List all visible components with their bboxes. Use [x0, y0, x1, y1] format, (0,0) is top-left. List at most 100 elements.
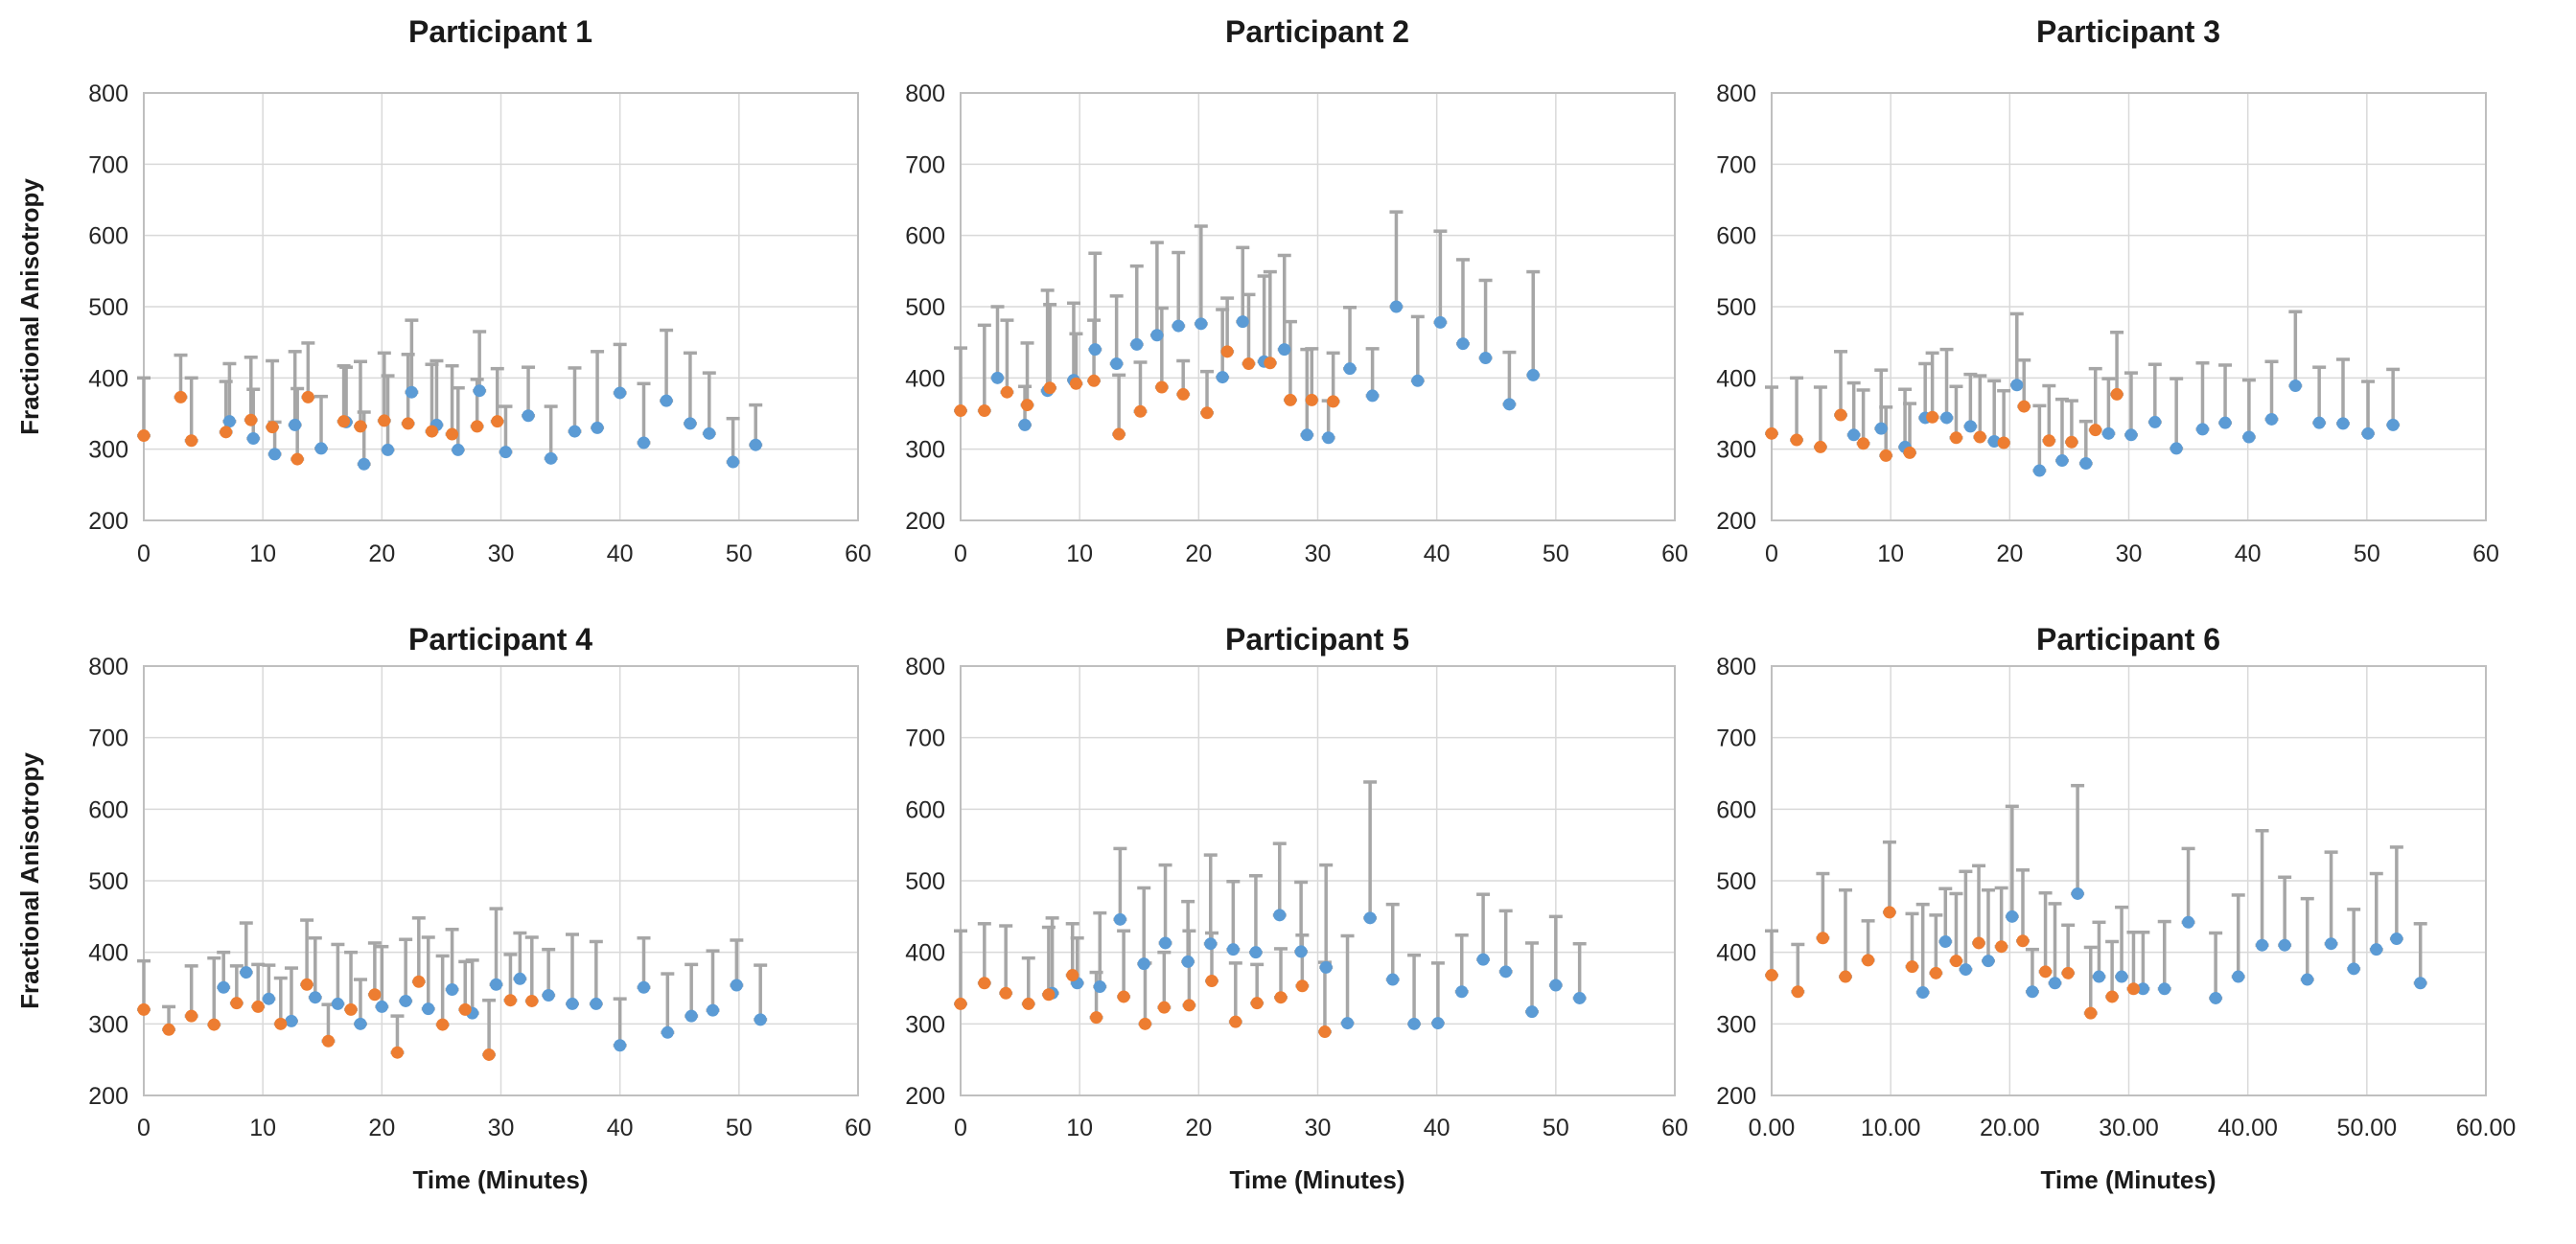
- data-point-orange: [954, 404, 967, 418]
- error-bar: [2101, 377, 2116, 436]
- data-point-orange: [446, 427, 459, 441]
- data-point-orange: [2065, 435, 2078, 449]
- error-bar: [2071, 783, 2085, 896]
- data-point-orange: [1087, 374, 1101, 387]
- error-bar: [1918, 361, 1933, 420]
- data-point-orange: [1000, 385, 1013, 399]
- error-bar: [246, 387, 261, 441]
- data-point-blue: [749, 438, 762, 451]
- data-point-blue: [2288, 380, 2302, 393]
- x-tick-label: 0: [954, 541, 967, 567]
- data-point-blue: [1113, 912, 1126, 926]
- data-point-orange: [1229, 1015, 1242, 1028]
- data-point-blue: [1573, 991, 1587, 1004]
- error-bar: [314, 394, 329, 450]
- data-point-blue: [513, 972, 526, 985]
- error-bar: [284, 966, 298, 1024]
- error-bar: [1226, 879, 1241, 952]
- error-bar: [589, 939, 603, 1006]
- data-point-orange: [274, 1017, 288, 1030]
- error-bar: [337, 363, 351, 424]
- chart-title: Participant 4: [408, 622, 592, 657]
- data-point-orange: [999, 986, 1012, 1000]
- chart-title: Participant 2: [1225, 14, 1409, 49]
- data-point-blue: [2218, 416, 2232, 429]
- data-point-orange: [1250, 997, 1264, 1010]
- data-point-blue: [222, 415, 236, 428]
- y-tick-label: 700: [1716, 151, 1756, 178]
- data-point-orange: [1814, 440, 1827, 453]
- data-point-blue: [2232, 970, 2245, 983]
- y-tick-label: 700: [88, 151, 128, 178]
- y-tick-label: 300: [88, 437, 128, 464]
- error-bar: [566, 933, 579, 1006]
- data-point-orange: [1327, 395, 1340, 408]
- data-point-blue: [1204, 937, 1218, 951]
- error-bar: [2241, 378, 2256, 439]
- data-point-blue: [1088, 343, 1102, 357]
- error-bar: [184, 376, 198, 443]
- data-point-orange: [1042, 988, 1056, 1002]
- data-point-orange: [1305, 393, 1318, 406]
- data-point-blue: [1407, 1017, 1421, 1030]
- error-bar: [2264, 359, 2279, 422]
- data-point-orange: [1069, 377, 1082, 390]
- error-bar: [2005, 804, 2019, 919]
- y-tick-label: 200: [1716, 1083, 1756, 1110]
- y-tick-label: 200: [88, 508, 128, 535]
- data-point-blue: [2312, 416, 2326, 429]
- error-bar: [2231, 893, 2245, 979]
- data-point-orange: [1790, 433, 1803, 447]
- x-axis-title: Time (Minutes): [413, 1165, 589, 1194]
- data-point-blue: [2265, 412, 2278, 426]
- y-tick-label: 500: [1716, 868, 1756, 895]
- data-point-blue: [2055, 454, 2069, 468]
- error-bar: [977, 323, 991, 413]
- data-point-blue: [727, 455, 740, 469]
- error-bar: [2209, 931, 2223, 1001]
- data-point-blue: [382, 443, 395, 456]
- error-bar: [1498, 909, 1513, 974]
- data-point-blue: [638, 436, 650, 449]
- data-point-blue: [1195, 317, 1208, 331]
- x-tick-label: 20: [1185, 1115, 1212, 1141]
- data-point-orange: [1995, 940, 2008, 954]
- data-point-blue: [2026, 985, 2039, 999]
- plot-border: [143, 92, 859, 521]
- data-point-orange: [1929, 966, 1942, 979]
- error-bar: [2110, 331, 2124, 397]
- data-point-blue: [1294, 945, 1308, 958]
- data-point-blue: [754, 1013, 767, 1026]
- x-tick-label: 50: [1543, 1115, 1569, 1141]
- data-point-blue: [638, 980, 650, 994]
- data-point-blue: [2195, 423, 2209, 436]
- data-point-orange: [1264, 357, 1277, 370]
- error-bar: [1182, 929, 1196, 1007]
- data-point-orange: [2084, 1006, 2098, 1020]
- x-tick-label: 50: [726, 541, 753, 567]
- data-point-blue: [399, 994, 412, 1007]
- error-bar: [353, 978, 367, 1026]
- error-bar: [1385, 902, 1400, 981]
- y-tick-label: 200: [905, 508, 945, 535]
- data-point-blue: [2278, 938, 2291, 952]
- data-point-blue: [2347, 962, 2360, 976]
- data-point-orange: [301, 390, 314, 403]
- data-point-blue: [375, 1000, 388, 1013]
- error-bar: [2123, 371, 2138, 437]
- error-bar: [1997, 388, 2011, 445]
- error-bar: [490, 366, 504, 424]
- data-point-blue: [422, 1002, 435, 1016]
- error-bar: [990, 305, 1005, 380]
- data-point-blue: [2325, 937, 2338, 951]
- error-bar: [1476, 892, 1491, 961]
- error-bar: [683, 351, 697, 426]
- data-point-orange: [1839, 970, 1852, 983]
- error-bar: [2061, 923, 2076, 976]
- x-tick-label: 40: [2235, 541, 2262, 567]
- data-point-blue: [591, 421, 604, 434]
- y-tick-label: 700: [88, 726, 128, 752]
- data-point-blue: [1319, 960, 1333, 974]
- data-point-orange: [2042, 434, 2055, 448]
- data-point-orange: [1043, 381, 1056, 395]
